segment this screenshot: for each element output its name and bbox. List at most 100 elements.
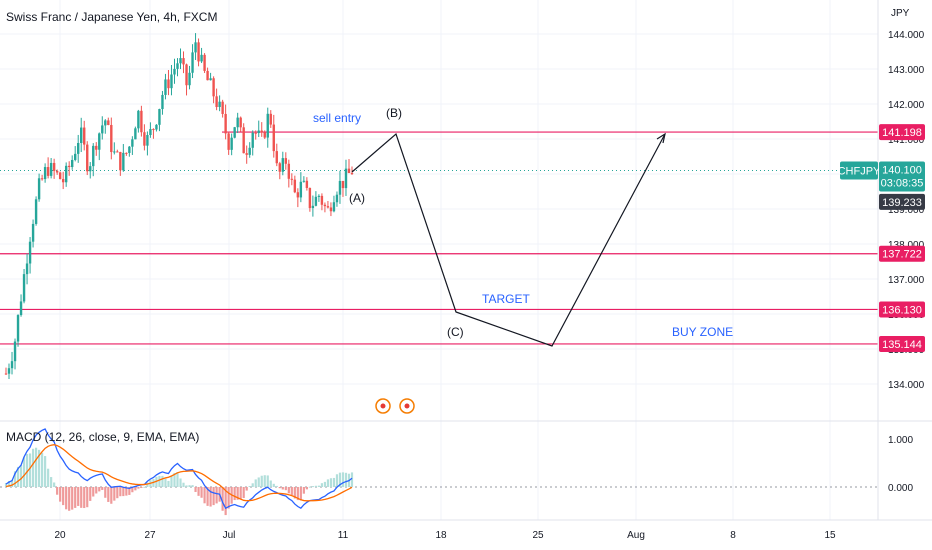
candle-body bbox=[344, 168, 348, 189]
candle-body bbox=[116, 151, 119, 153]
macd-histogram-bar bbox=[137, 487, 140, 489]
candle-body bbox=[293, 179, 297, 193]
cursor-price-tag bbox=[879, 193, 925, 210]
macd-histogram-bar bbox=[296, 487, 299, 501]
arrow-head bbox=[656, 132, 666, 144]
wave-a-label: (A) bbox=[349, 191, 365, 205]
candle-body bbox=[37, 178, 41, 200]
macd-histogram-bar bbox=[242, 487, 245, 499]
macd-histogram-bar bbox=[338, 472, 342, 487]
macd-histogram-bar bbox=[164, 478, 167, 487]
macd-histogram-bar bbox=[68, 487, 71, 511]
time-axis[interactable]: 20 27 Jul 11 18 25 Aug 8 15 bbox=[0, 519, 932, 541]
macd-pane bbox=[0, 420, 932, 516]
macd-histogram-bar bbox=[320, 483, 324, 487]
macd-histogram-bar bbox=[98, 487, 101, 492]
candle-body bbox=[299, 181, 303, 198]
candle-body bbox=[19, 301, 23, 316]
macd-histogram-bar bbox=[176, 472, 179, 487]
candle-body bbox=[230, 137, 233, 150]
candle-body bbox=[218, 101, 221, 108]
macd-histogram-bar bbox=[251, 483, 254, 487]
candle-body bbox=[173, 68, 176, 75]
macd-histogram-bar bbox=[59, 487, 62, 502]
macd-histogram-bar bbox=[44, 456, 47, 487]
symbol-label: CHFJPY bbox=[838, 166, 881, 178]
wave-drawing[interactable] bbox=[351, 132, 666, 347]
macd-histogram-bar bbox=[224, 487, 227, 516]
candle-body bbox=[305, 180, 309, 188]
candle-body bbox=[203, 54, 206, 71]
candle-body bbox=[227, 133, 230, 150]
candle-body bbox=[224, 113, 227, 134]
chart-title: Swiss Franc / Japanese Yen, 4h, FXCM bbox=[6, 10, 218, 24]
macd-histogram-bar bbox=[28, 453, 32, 487]
candle-body bbox=[64, 165, 68, 183]
candle-body bbox=[248, 147, 251, 155]
macd-histogram-bar bbox=[31, 448, 35, 487]
wave-b-label: (B) bbox=[386, 106, 402, 120]
macd-histogram-bar bbox=[113, 487, 116, 501]
macd-histogram-bar bbox=[314, 485, 317, 487]
macd-histogram-bar bbox=[86, 487, 89, 508]
macd-histogram-bar bbox=[95, 487, 98, 494]
candle-body bbox=[302, 180, 306, 182]
macd-histogram-bar bbox=[323, 481, 327, 487]
candle-body bbox=[28, 241, 32, 264]
abc-wave-line bbox=[351, 132, 666, 347]
candle-body bbox=[239, 117, 242, 128]
candle-body bbox=[281, 158, 284, 172]
macd-histogram-bar bbox=[254, 479, 257, 487]
candle-body bbox=[107, 120, 110, 125]
event-markers[interactable] bbox=[375, 398, 415, 414]
macd-histogram-bar bbox=[179, 478, 182, 487]
macd-histogram-bar bbox=[128, 487, 131, 495]
candle-body bbox=[13, 341, 17, 362]
candle-body bbox=[74, 153, 77, 160]
macd-histogram-bar bbox=[122, 487, 125, 497]
event-marker-dot bbox=[380, 403, 386, 409]
macd-histogram-bar bbox=[83, 487, 86, 509]
macd-histogram-bar bbox=[269, 480, 272, 487]
currency-label: JPY bbox=[891, 8, 910, 19]
macd-histogram-bar bbox=[22, 457, 26, 487]
candle-body bbox=[188, 72, 191, 86]
price-axis[interactable]: JPY144.000143.000142.000141.000140.00013… bbox=[838, 0, 925, 520]
macd-histogram-bar bbox=[92, 487, 95, 497]
candle-body bbox=[158, 109, 161, 125]
candle-body bbox=[269, 113, 272, 125]
candle-body bbox=[22, 274, 26, 302]
last-price-tag bbox=[879, 161, 925, 192]
candle-body bbox=[308, 187, 312, 209]
candle-body bbox=[317, 195, 321, 197]
macd-histogram-bar bbox=[41, 452, 44, 487]
sell-entry-label: sell entry bbox=[313, 111, 361, 125]
time-tick-label: 15 bbox=[824, 530, 836, 541]
level-price-tag bbox=[879, 245, 925, 262]
macd-histogram-bar bbox=[185, 485, 188, 487]
candle-body bbox=[182, 58, 185, 65]
horizontal-levels[interactable] bbox=[0, 131, 878, 345]
macd-histogram-bar bbox=[170, 475, 173, 487]
time-tick-label: 18 bbox=[435, 530, 447, 541]
macd-histogram-bar bbox=[107, 487, 110, 502]
candle-body bbox=[212, 78, 215, 97]
macd-histogram-bar bbox=[194, 487, 197, 492]
macd-histogram-bar bbox=[101, 487, 104, 490]
candle-body bbox=[25, 263, 29, 275]
candle-body bbox=[46, 167, 50, 176]
candle-body bbox=[176, 63, 179, 69]
candle-body bbox=[52, 162, 56, 171]
candle-body bbox=[143, 132, 146, 146]
candle-body bbox=[290, 178, 294, 180]
macd-histogram-bar bbox=[293, 487, 296, 499]
candle-body bbox=[272, 124, 275, 152]
macd-histogram-bar bbox=[275, 485, 278, 487]
annotations: sell entry (B) (A) TARGET (C) BUY ZONE bbox=[313, 106, 733, 339]
candle-body bbox=[206, 70, 209, 81]
macd-histogram-bar bbox=[119, 487, 122, 497]
macd-histogram-bar bbox=[203, 487, 206, 504]
candle-body bbox=[257, 130, 260, 134]
candle-body bbox=[4, 373, 8, 375]
